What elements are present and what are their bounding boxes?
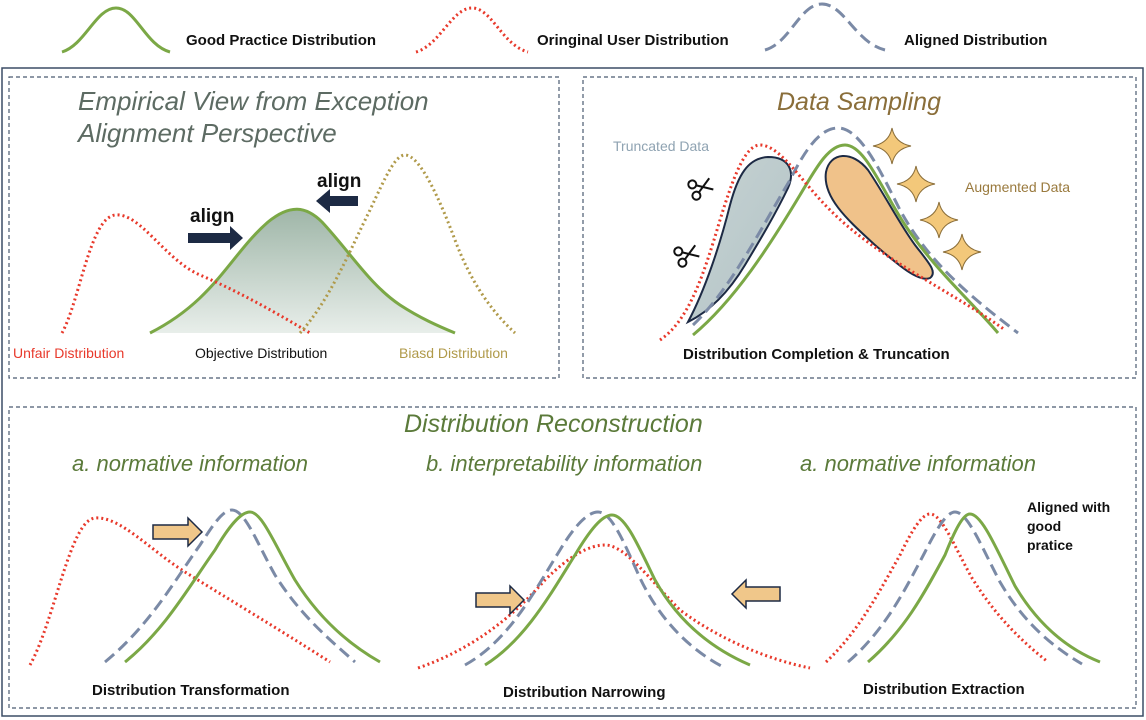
extraction-good-curve <box>867 512 1101 664</box>
align-label-left: align <box>190 206 234 227</box>
sparkle-star-icon <box>872 127 912 165</box>
scissors-icon <box>687 177 714 201</box>
col1-heading: a. normative information <box>72 451 308 476</box>
narrowing-caption: Distribution Narrowing <box>503 684 666 701</box>
legend-aligned-curve <box>764 2 886 52</box>
sampling-user-curve <box>659 143 1006 342</box>
legend-good-label: Good Practice Distribution <box>186 32 376 49</box>
legend-aligned-label: Aligned Distribution <box>904 32 1047 49</box>
narrowing-good-curve <box>484 513 751 667</box>
extraction-aligned-curve <box>847 510 1083 666</box>
legend: Good Practice Distribution Oringinal Use… <box>61 2 1047 54</box>
panel-empirical-frame <box>8 76 560 379</box>
sampling-caption: Distribution Completion & Truncation <box>683 346 950 363</box>
narrowing-aligned-curve <box>464 510 726 670</box>
align-arrow-left <box>316 189 358 213</box>
scissors-icon <box>673 244 700 268</box>
unfair-distribution-label: Unfair Distribution <box>13 345 124 361</box>
truncated-data-label: Truncated Data <box>613 138 709 154</box>
transformation-good-curve <box>124 510 381 664</box>
sparkle-star-icon <box>919 201 959 239</box>
transformation-diagram: Distribution Transformation <box>28 508 381 699</box>
col2-heading: b. interpretability information <box>426 451 702 476</box>
align-arrow-right <box>188 226 243 250</box>
sparkle-star-icon <box>896 165 936 203</box>
panel-data-sampling: Data Sampling Truncated Data A <box>582 76 1137 379</box>
outer-frame <box>1 67 1144 717</box>
sampling-aligned-curve <box>691 126 1019 335</box>
panel-distribution-reconstruction: Distribution Reconstruction a. normative… <box>8 406 1137 709</box>
objective-distribution-curve <box>149 207 456 335</box>
sparkle-star-icon <box>942 233 982 271</box>
align-label-right: align <box>317 171 361 192</box>
biased-distribution-label: Biasd Distribution <box>399 345 508 361</box>
augmented-data-label: Augmented Data <box>965 179 1070 195</box>
panel-data-sampling-frame <box>582 76 1137 379</box>
legend-good-curve <box>61 6 171 54</box>
sampling-good-curve <box>692 143 1000 337</box>
note-aligned-line3: pratice <box>1027 537 1073 553</box>
narrowing-diagram: Distribution Narrowing <box>417 510 811 701</box>
legend-user-label: Oringinal User Distribution <box>537 32 729 49</box>
note-aligned-line1: Aligned with <box>1027 499 1110 515</box>
objective-distribution-area <box>150 209 455 333</box>
narrowing-arrow-left <box>730 578 781 610</box>
transformation-arrow <box>152 516 204 548</box>
legend-user-curve <box>415 6 529 54</box>
truncated-data-shape <box>685 155 792 325</box>
extraction-caption: Distribution Extraction <box>863 681 1025 698</box>
extraction-diagram: Distribution Extraction Aligned with goo… <box>824 499 1110 698</box>
empirical-title-line1: Empirical View from Exception <box>78 86 429 116</box>
panel-empirical-view: Empirical View from Exception Alignment … <box>8 76 560 379</box>
augmented-data-shape <box>824 155 934 280</box>
note-aligned-line2: good <box>1027 518 1061 534</box>
narrowing-arrow-right <box>475 584 526 616</box>
reconstruction-title: Distribution Reconstruction <box>404 410 703 438</box>
empirical-title-line2: Alignment Perspective <box>76 118 337 148</box>
objective-distribution-label: Objective Distribution <box>195 345 327 361</box>
narrowing-user-curve <box>417 543 811 670</box>
panel-reconstruction-frame <box>8 406 1137 709</box>
col3-heading: a. normative information <box>800 451 1036 476</box>
data-sampling-title: Data Sampling <box>777 88 941 116</box>
transformation-aligned-curve <box>104 508 356 664</box>
transformation-caption: Distribution Transformation <box>92 682 290 699</box>
